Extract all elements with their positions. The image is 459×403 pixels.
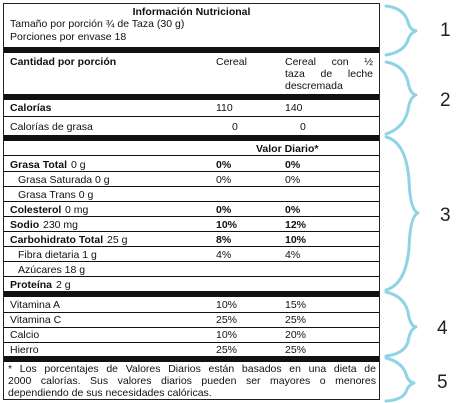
nutrient-amount: 25 g [107, 234, 128, 246]
annotation-number: 5 [437, 372, 448, 393]
nutrient-dv-cereal: 4% [216, 249, 232, 261]
calories-cereal: 110 [216, 102, 233, 114]
divider-thin [4, 155, 379, 156]
nutrition-facts-label: Información Nutricional Tamaño por porci… [3, 3, 380, 400]
divider-thick [4, 356, 379, 362]
divider-thin [4, 216, 379, 217]
vitamin-dv-milk: 25% [285, 314, 307, 326]
brace-5-icon [384, 356, 416, 403]
nutrient-row: Azúcares 18 g [4, 262, 379, 277]
nutrient-row: Proteína 2 g [4, 277, 379, 292]
divider-thick [4, 94, 379, 100]
divider-thin [4, 116, 379, 117]
nutrient-amount: 0 g [71, 159, 86, 171]
nutrient-dv-cereal: 0% [216, 204, 232, 216]
nutrient-name: Colesterol [10, 204, 62, 216]
divider-thick [4, 291, 379, 297]
nutrient-dv-milk: 0% [285, 204, 301, 216]
nutrient-dv-milk: 12% [285, 219, 307, 231]
vitamin-row: Hierro 25% 25% [4, 343, 379, 358]
nutrient-dv-milk: 0% [285, 174, 301, 186]
nutrient-row: Grasa Total 0 g 0% 0% [4, 157, 379, 172]
divider-thin [4, 246, 379, 247]
servings-per-container: Porciones por envase 18 [10, 31, 127, 43]
annotation-number: 2 [440, 90, 451, 111]
annotation-number: 4 [437, 318, 448, 339]
nutrient-name: Grasa Saturada 0 g [18, 174, 110, 186]
brace-2-icon [384, 60, 418, 136]
nutrient-dv-cereal: 0% [216, 159, 232, 171]
divider-thin [4, 171, 379, 172]
nutrient-dv-cereal: 10% [216, 219, 238, 231]
serving-size: Tamaño por porción ¾ de Taza (30 g) [10, 18, 185, 30]
vitamin-name: Calcio [10, 329, 40, 341]
nutrient-dv-cereal: 8% [216, 234, 232, 246]
footnote-line-1: * Los porcentajes de Valores Diarios est… [8, 363, 376, 375]
divider-thin [4, 312, 379, 313]
nutrient-name: Carbohidrato Total [10, 234, 104, 246]
divider-thick [4, 47, 379, 53]
nutrient-name: Sodio [10, 219, 40, 231]
brace-4-icon [384, 290, 418, 358]
nutrient-amount: 2 g [56, 279, 71, 291]
column-cereal-milk-3: descremada [285, 80, 343, 92]
divider-thin [4, 231, 379, 232]
nutrient-row: Grasa Trans 0 g [4, 187, 379, 202]
divider-thin [4, 261, 379, 262]
label-title: Información Nutricional [132, 6, 251, 18]
vitamin-dv-milk: 15% [285, 299, 307, 311]
vitamin-dv-milk: 25% [285, 344, 307, 356]
vitamin-row: Vitamina A 10% 15% [4, 298, 379, 313]
column-cereal: Cereal [216, 56, 247, 68]
annotation-number: 1 [440, 20, 451, 41]
annotation-number: 3 [440, 205, 451, 226]
vitamin-dv-cereal: 25% [216, 314, 238, 326]
daily-value-heading: Valor Diario* [256, 143, 319, 155]
divider-thin [4, 201, 379, 202]
vitamin-name: Vitamina C [10, 314, 62, 326]
vitamin-dv-milk: 20% [285, 329, 307, 341]
brace-3-icon [384, 135, 420, 292]
nutrient-dv-milk: 4% [285, 249, 301, 261]
nutrient-row: Colesterol 0 mg 0% 0% [4, 202, 379, 217]
amount-per-serving-heading: Cantidad por porción [10, 56, 117, 68]
nutrient-row: Grasa Saturada 0 g 0% 0% [4, 172, 379, 187]
nutrient-row: Carbohidrato Total 25 g 8% 10% [4, 232, 379, 247]
vitamin-row: Calcio 10% 20% [4, 328, 379, 343]
nutrient-name: Fibra dietaria 1 g [18, 249, 97, 261]
brace-1-icon [384, 4, 418, 57]
column-cereal-milk-2: taza de leche [285, 68, 373, 80]
column-cereal-milk-1: Cereal con ½ [285, 56, 373, 68]
nutrient-name: Proteína [10, 279, 53, 291]
nutrient-amount: 0 mg [65, 204, 89, 216]
fat-calories-label: Calorías de grasa [10, 121, 93, 133]
divider-thin [4, 186, 379, 187]
vitamin-dv-cereal: 10% [216, 299, 238, 311]
footnote-line-2: 2000 calorías. Sus valores diarios puede… [8, 375, 376, 387]
divider-thin [4, 342, 379, 343]
vitamin-name: Hierro [10, 344, 39, 356]
nutrient-row: Fibra dietaria 1 g 4% 4% [4, 247, 379, 262]
calories-label: Calorías [10, 102, 52, 114]
vitamin-name: Vitamina A [10, 299, 61, 311]
divider-thin [4, 276, 379, 277]
nutrient-name: Azúcares 18 g [18, 264, 86, 276]
nutrient-row: Sodio 230 mg 10% 12% [4, 217, 379, 232]
nutrient-dv-milk: 10% [285, 234, 307, 246]
fat-calories-cereal: 0 [232, 121, 238, 133]
footnote-line-3: dependiendo de sus necesidades calóricas… [8, 387, 212, 399]
calories-milk: 140 [285, 102, 303, 114]
fat-calories-milk: 0 [300, 121, 306, 133]
nutrient-dv-milk: 0% [285, 159, 301, 171]
vitamin-row: Vitamina C 25% 25% [4, 313, 379, 328]
nutrient-amount: 230 mg [43, 219, 79, 231]
divider-thin [4, 327, 379, 328]
vitamin-dv-cereal: 25% [216, 344, 238, 356]
nutrient-dv-cereal: 0% [216, 174, 232, 186]
nutrient-name: Grasa Trans 0 g [18, 189, 94, 201]
vitamin-dv-cereal: 10% [216, 329, 238, 341]
divider-thick [4, 135, 379, 141]
nutrient-name: Grasa Total [10, 159, 67, 171]
